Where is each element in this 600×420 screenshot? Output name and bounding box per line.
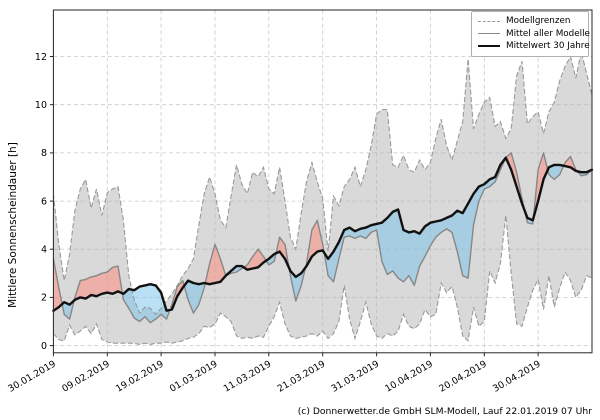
svg-text:09.02.2019: 09.02.2019 bbox=[60, 359, 112, 395]
svg-text:6: 6 bbox=[41, 196, 47, 207]
copyright-caption: (c) Donnerwetter.de GmbH SLM-Modell, Lau… bbox=[297, 406, 592, 417]
svg-text:0: 0 bbox=[41, 341, 47, 352]
legend-label: Modellgrenzen bbox=[506, 16, 571, 27]
model-mean-line bbox=[52, 152, 593, 324]
svg-text:4: 4 bbox=[41, 245, 47, 256]
svg-text:10.04.2019: 10.04.2019 bbox=[383, 359, 435, 395]
svg-text:10: 10 bbox=[35, 100, 47, 111]
y-axis-title: Mittlere Sonnenscheindauer [h] bbox=[7, 142, 19, 308]
legend-item-model-mean: Mittel aller Modelle bbox=[478, 28, 590, 41]
x-tick-labels: 30.01.2019 09.02.2019 19.02.2019 01.03.2019… bbox=[6, 359, 542, 395]
legend-item-model-bounds: Modellgrenzen bbox=[478, 15, 583, 28]
climate-mean-30y-line bbox=[52, 156, 594, 312]
svg-text:11.03.2019: 11.03.2019 bbox=[222, 359, 274, 395]
svg-text:20.04.2019: 20.04.2019 bbox=[437, 359, 489, 395]
model-upper-bound-line bbox=[52, 51, 593, 316]
axes-frame bbox=[49, 9, 593, 357]
black-line-swatch bbox=[478, 45, 500, 48]
svg-text:01.03.2019: 01.03.2019 bbox=[168, 359, 220, 395]
svg-text:30.04.2019: 30.04.2019 bbox=[491, 359, 543, 395]
svg-text:31.03.2019: 31.03.2019 bbox=[329, 359, 381, 395]
svg-text:21.03.2019: 21.03.2019 bbox=[276, 359, 328, 395]
legend-item-climate-mean: Mittelwert 30 Jahre bbox=[478, 40, 590, 53]
gray-line-swatch bbox=[478, 33, 500, 35]
model-lower-bound-line bbox=[52, 215, 593, 345]
dashed-line-swatch bbox=[478, 20, 500, 22]
legend-label: Mittelwert 30 Jahre bbox=[506, 41, 590, 52]
svg-text:30.01.2019: 30.01.2019 bbox=[6, 359, 58, 395]
y-tick-labels: 0 2 4 6 8 10 12 bbox=[35, 52, 47, 352]
model-range-band bbox=[53, 51, 592, 345]
svg-text:8: 8 bbox=[41, 148, 47, 159]
svg-text:12: 12 bbox=[35, 52, 47, 63]
legend: Modellgrenzen Mittel aller Modelle Mitte… bbox=[471, 11, 590, 57]
svg-text:19.02.2019: 19.02.2019 bbox=[114, 359, 166, 395]
svg-text:2: 2 bbox=[41, 293, 47, 304]
legend-label: Mittel aller Modelle bbox=[506, 28, 590, 39]
